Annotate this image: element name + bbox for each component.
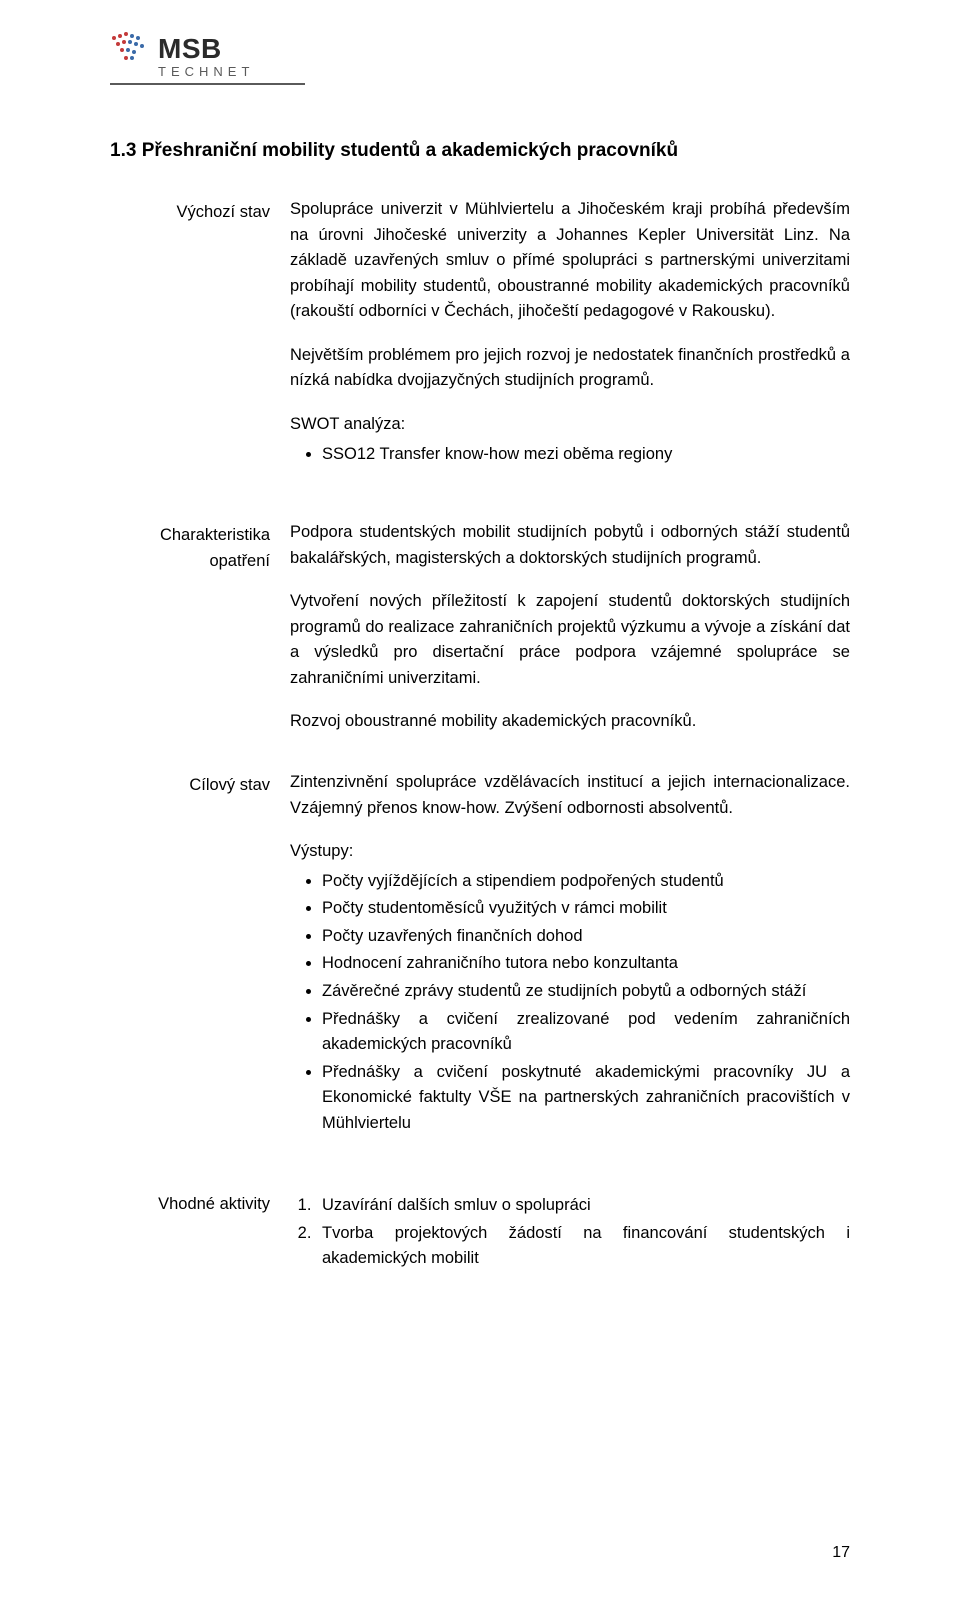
logo-dots-icon (110, 30, 148, 67)
section-heading: 1.3 Přeshraniční mobility studentů a aka… (110, 140, 850, 162)
output-item: Počty uzavřených finančních dohod (322, 924, 850, 950)
outputs-label: Výstupy: (290, 839, 850, 865)
output-item: Přednášky a cvičení zrealizované pod ved… (322, 1007, 850, 1058)
logo-main-text: MSB (158, 33, 222, 65)
content-grid: Výchozí stav Spolupráce univerzit v Mühl… (110, 197, 850, 1274)
vychozi-p1: Spolupráce univerzit v Mühlviertelu a Ji… (290, 197, 850, 325)
logo-block: MSB TECHNET (110, 30, 850, 85)
output-item: Počty vyjíždějících a stipendiem podpoře… (322, 869, 850, 895)
logo-underline (110, 83, 305, 85)
swot-list: SSO12 Transfer know-how mezi oběma regio… (290, 442, 850, 468)
page-number: 17 (832, 1544, 850, 1562)
activity-item: Uzavírání dalších smluv o spolupráci (316, 1193, 850, 1219)
vychozi-p2: Největším problémem pro jejich rozvoj je… (290, 343, 850, 394)
output-item: Závěrečné zprávy studentů ze studijních … (322, 979, 850, 1005)
output-item: Přednášky a cvičení poskytnuté akademick… (322, 1060, 850, 1137)
output-item: Hodnocení zahraničního tutora nebo konzu… (322, 951, 850, 977)
cilovy-p1: Zintenzivnění spolupráce vzdělávacích in… (290, 770, 850, 821)
label-vhodne: Vhodné aktivity (110, 1189, 270, 1274)
activity-item: Tvorba projektových žádostí na financová… (316, 1221, 850, 1272)
label-cilovy: Cílový stav (110, 770, 270, 1154)
output-item: Počty studentoměsíců využitých v rámci m… (322, 896, 850, 922)
page-container: MSB TECHNET 1.3 Přeshraniční mobility st… (0, 0, 960, 1597)
charakteristika-p1: Podpora studentských mobilit studijních … (290, 520, 850, 571)
label-vychozi: Výchozí stav (110, 197, 270, 485)
value-vychozi: Spolupráce univerzit v Mühlviertelu a Ji… (290, 197, 850, 485)
value-charakteristika: Podpora studentských mobilit studijních … (290, 520, 850, 735)
charakteristika-p2: Vytvoření nových příležitostí k zapojení… (290, 589, 850, 691)
swot-item: SSO12 Transfer know-how mezi oběma regio… (322, 442, 850, 468)
logo-row: MSB (110, 30, 850, 67)
outputs-list: Počty vyjíždějících a stipendiem podpoře… (290, 869, 850, 1137)
value-cilovy: Zintenzivnění spolupráce vzdělávacích in… (290, 770, 850, 1154)
swot-label: SWOT analýza: (290, 412, 850, 438)
label-charakteristika: Charakteristika opatření (110, 520, 270, 735)
value-vhodne: Uzavírání dalších smluv o spolupráci Tvo… (290, 1189, 850, 1274)
activities-list: Uzavírání dalších smluv o spolupráci Tvo… (290, 1193, 850, 1272)
charakteristika-p3: Rozvoj oboustranné mobility akademických… (290, 709, 850, 735)
logo-sub-text: TECHNET (158, 64, 850, 79)
